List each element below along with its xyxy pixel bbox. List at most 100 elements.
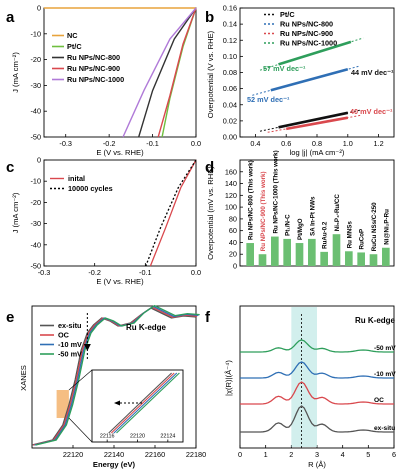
panel-e-ylabel: XANES <box>19 365 28 391</box>
panel-d-category-label: Ni@Ni₂P-Ru <box>383 209 390 245</box>
panel-c-legend-label: inital <box>68 174 85 183</box>
panel-e-inset-arrow-head <box>114 400 120 406</box>
panel-e-inset-line <box>116 372 180 434</box>
panel-b-y-tick-label: 0.02 <box>223 116 237 125</box>
panel-e-legend-label: -10 mV <box>58 340 82 349</box>
panel-b-y-tick-label: 0.08 <box>223 68 237 77</box>
panel-d-y-tick-label: 40 <box>229 238 237 247</box>
panel-f-series-line <box>240 381 394 405</box>
panel-a-legend-label: Ru NPs/NC-900 <box>67 64 120 73</box>
panel-c-x-tick-label: -0.1 <box>139 268 152 277</box>
panel-a-series-line <box>122 7 197 138</box>
panel-a-x-tick-label: -0.1 <box>146 139 159 148</box>
panel-a-x-tick-label: 0.0 <box>191 139 201 148</box>
panel-c-x-tick-label: -0.2 <box>88 268 101 277</box>
panel-f-ylabel: |χ(R)|(Å⁻⁴) <box>224 360 233 396</box>
panel-d-y-tick-label: 20 <box>229 250 237 259</box>
panel-b-slope-annotation: 52 mV dec⁻¹ <box>247 95 290 104</box>
panel-e-x-tick-label: 22160 <box>145 450 165 459</box>
panel-e-xlabel: Energy (eV) <box>93 460 136 469</box>
panel-e-inset-line <box>110 372 175 434</box>
panel-b-y-tick-label: 0.04 <box>223 100 237 109</box>
panel-d-category-label: Ru NPs/NC-1000 (This work) <box>272 150 279 233</box>
panel-e-arrow-head <box>83 344 91 351</box>
panel-b-slope-annotation: 57 mV dec⁻¹ <box>263 64 306 73</box>
panel-c-xlabel: E (V vs. RHE) <box>96 277 144 286</box>
panel-a-y-tick-label: -40 <box>30 107 41 116</box>
panel-a-x-tick-label: -0.3 <box>59 139 72 148</box>
panel-e-inset-tick-label: 22124 <box>160 434 175 440</box>
panel-b-y-tick-label: 0.10 <box>223 52 237 61</box>
panel-e-legend-label: ex-situ <box>58 321 82 330</box>
panel-f-xlabel: R (Å) <box>308 460 326 469</box>
panel-a-y-tick-label: 0 <box>37 4 41 13</box>
panel-e-legend-label: -50 mV <box>58 350 82 359</box>
panel-b-legend-label: Ru NPs/NC-800 <box>280 20 333 29</box>
panel-f-x-tick-label: 2 <box>289 450 293 459</box>
panel-e-connector <box>68 417 93 443</box>
panel-c-legend-label: 10000 cycles <box>68 184 113 193</box>
panel-b-ylabel: Overpotential (V vs. RHE) <box>206 30 215 118</box>
panel-e-connector <box>68 369 93 391</box>
panel-f-x-tick-label: 3 <box>315 450 319 459</box>
panel-f-x-tick-label: 5 <box>366 450 370 459</box>
panel-b-slope-annotation: 44 mV dec⁻¹ <box>351 68 394 77</box>
panel-d-y-tick-label: 100 <box>225 203 237 212</box>
panel-f-x-tick-label: 4 <box>341 450 345 459</box>
panel-a-legend-label: NC <box>67 31 78 40</box>
panel-a-series-line <box>157 7 197 138</box>
panel-d-category-label: Ni₅P₄-Ru/CC <box>334 194 341 232</box>
panel-d-category-label: RuCu NSs/C-250 <box>371 202 378 251</box>
panel-d-category-label: Ru NPs/NC-900 (This work) <box>260 171 267 251</box>
panel-a-y-tick-label: -30 <box>30 81 41 90</box>
panel-b-legend-label: Pt/C <box>280 10 295 19</box>
panel-b-x-tick-label: 0.4 <box>250 139 260 148</box>
panel-d-bar <box>246 243 254 266</box>
panel-label-c: c <box>6 159 14 176</box>
panel-d-bar <box>357 252 365 266</box>
panel-d-bar <box>258 254 267 266</box>
panel-b-series-line <box>270 68 349 92</box>
panel-a-ylabel: J (mA cm⁻²) <box>11 52 20 93</box>
panel-d-y-tick-label: 0 <box>233 262 237 271</box>
panel-f-x-tick-label: 6 <box>392 450 396 459</box>
panel-f-series-label: -50 mV <box>374 345 396 352</box>
panel-d-bar <box>308 238 316 266</box>
panel-d-y-tick-label: 160 <box>225 167 237 176</box>
panel-e-x-tick-label: 22180 <box>186 450 206 459</box>
panel-a-series-line <box>138 7 197 138</box>
panel-c-x-tick-label: -0.3 <box>38 268 51 277</box>
panel-b-x-tick-label: 0.8 <box>312 139 322 148</box>
panel-e-x-tick-label: 22140 <box>104 450 124 459</box>
panel-c-series-line <box>145 159 197 267</box>
panel-f-highlight <box>291 307 317 447</box>
panel-a-y-tick-label: -20 <box>30 55 41 64</box>
panel-d-bar <box>283 238 291 266</box>
panel-b-series-line <box>278 111 349 129</box>
panel-d-bar <box>382 247 390 266</box>
panel-b-y-tick-label: 0.14 <box>223 20 237 29</box>
panel-d-y-tick-label: 120 <box>225 191 237 200</box>
panel-d-y-tick-label: 60 <box>229 226 237 235</box>
panel-d-category-label: Pt₁/N-C <box>285 214 292 236</box>
panel-b-x-tick-label: 0.6 <box>281 139 291 148</box>
panel-b-series-line <box>278 40 352 66</box>
panel-e-highlight <box>56 390 69 418</box>
panel-e-title: Ru K-edge <box>126 323 167 332</box>
panel-c-series-line <box>149 159 197 267</box>
panel-a-legend-label: Ru NPs/NC-1000 <box>67 75 124 84</box>
panel-b-y-tick-label: 0.00 <box>223 133 237 142</box>
panel-d-bar <box>369 254 378 266</box>
panel-d-bar <box>271 236 279 266</box>
panel-a-legend-label: Pt/C <box>67 42 82 51</box>
panel-d-y-tick-label: 140 <box>225 179 237 188</box>
panel-b-slope-annotation: 40 mV dec⁻¹ <box>350 107 393 116</box>
panel-d-category-label: RuAu-0.2 <box>322 221 329 249</box>
panel-label-f: f <box>205 309 211 326</box>
panel-e-legend-label: OC <box>58 331 70 340</box>
panel-b-xlabel: log |j| (mA cm⁻²) <box>290 148 345 157</box>
panel-b-y-tick-label: 0.12 <box>223 36 237 45</box>
panel-a-y-tick-label: -10 <box>30 29 41 38</box>
panel-c-y-tick-label: -30 <box>30 219 41 228</box>
